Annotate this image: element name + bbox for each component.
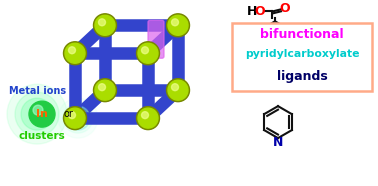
- Circle shape: [136, 42, 160, 65]
- Circle shape: [58, 98, 98, 138]
- Circle shape: [15, 92, 59, 136]
- Circle shape: [93, 79, 116, 102]
- Circle shape: [168, 80, 188, 100]
- Circle shape: [7, 84, 67, 144]
- Circle shape: [141, 112, 149, 119]
- Circle shape: [63, 103, 93, 133]
- Circle shape: [21, 98, 53, 130]
- Circle shape: [68, 112, 76, 119]
- Circle shape: [172, 19, 178, 26]
- Text: or: or: [63, 109, 73, 119]
- Text: O: O: [280, 2, 290, 15]
- Circle shape: [66, 106, 90, 130]
- Circle shape: [65, 108, 85, 128]
- FancyBboxPatch shape: [148, 20, 164, 58]
- Text: N: N: [273, 136, 283, 149]
- Text: pyridylcarboxylate: pyridylcarboxylate: [245, 49, 359, 59]
- Circle shape: [99, 19, 105, 26]
- Text: ligands: ligands: [277, 70, 327, 83]
- Circle shape: [166, 79, 189, 102]
- Circle shape: [172, 84, 178, 91]
- Circle shape: [29, 101, 55, 127]
- Circle shape: [65, 43, 85, 63]
- Circle shape: [168, 15, 188, 35]
- Circle shape: [138, 43, 158, 63]
- Circle shape: [166, 14, 189, 37]
- Text: Metal ions: Metal ions: [9, 86, 67, 96]
- Text: bifunctional: bifunctional: [260, 28, 344, 41]
- Circle shape: [33, 105, 43, 115]
- Circle shape: [136, 107, 160, 130]
- Circle shape: [64, 107, 87, 130]
- Circle shape: [95, 15, 115, 35]
- Circle shape: [141, 47, 149, 54]
- FancyBboxPatch shape: [232, 23, 372, 91]
- Circle shape: [95, 80, 115, 100]
- Circle shape: [93, 14, 116, 37]
- Text: In: In: [36, 109, 48, 119]
- Circle shape: [99, 84, 105, 91]
- Text: H: H: [247, 5, 257, 18]
- Text: clusters: clusters: [19, 131, 65, 141]
- Circle shape: [68, 47, 76, 54]
- Text: O: O: [255, 5, 265, 18]
- Circle shape: [64, 42, 87, 65]
- Circle shape: [138, 108, 158, 128]
